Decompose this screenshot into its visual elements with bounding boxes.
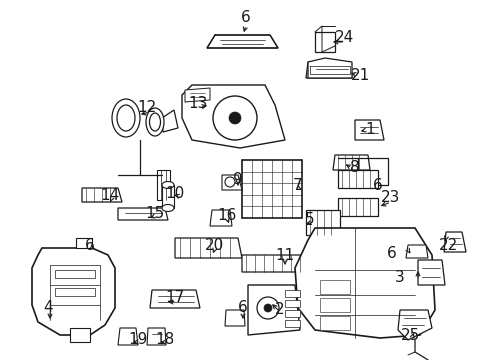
Polygon shape [70,328,90,342]
Text: 6: 6 [238,301,247,315]
Text: 14: 14 [100,188,120,202]
Ellipse shape [257,297,279,319]
Ellipse shape [117,105,135,131]
Polygon shape [242,160,302,218]
Text: 5: 5 [305,212,314,228]
Text: 4: 4 [43,301,53,315]
Text: 8: 8 [349,161,359,175]
Polygon shape [206,35,278,48]
Polygon shape [443,232,465,252]
Polygon shape [32,248,115,335]
Text: 12: 12 [137,100,156,116]
Text: 22: 22 [437,238,457,252]
Text: 25: 25 [400,328,419,342]
Polygon shape [162,110,178,132]
Text: 20: 20 [205,238,224,252]
Polygon shape [76,238,92,248]
Text: 11: 11 [275,248,294,262]
Polygon shape [314,32,334,52]
Text: 19: 19 [128,333,147,347]
Polygon shape [162,185,174,208]
Polygon shape [319,298,349,312]
Polygon shape [222,175,242,190]
Polygon shape [150,290,200,308]
Ellipse shape [228,112,241,124]
Text: 6: 6 [241,10,250,26]
Text: 18: 18 [155,333,174,347]
Polygon shape [285,320,299,327]
Polygon shape [307,58,351,78]
Text: 6: 6 [386,246,396,261]
Ellipse shape [162,204,174,211]
Ellipse shape [224,177,235,187]
Polygon shape [319,280,349,294]
Text: 16: 16 [217,207,236,222]
Polygon shape [147,328,165,345]
Text: 17: 17 [165,291,184,306]
Polygon shape [319,316,349,330]
Text: 15: 15 [145,206,164,220]
Polygon shape [175,238,242,258]
Polygon shape [337,198,377,216]
Polygon shape [354,120,383,140]
Polygon shape [242,255,313,272]
Text: 10: 10 [165,185,184,201]
Polygon shape [405,245,427,258]
Polygon shape [337,170,377,188]
Polygon shape [305,210,339,235]
Polygon shape [332,155,369,170]
Text: 24: 24 [335,31,354,45]
Polygon shape [82,188,122,202]
Polygon shape [157,170,170,200]
Text: 7: 7 [293,177,302,193]
Polygon shape [209,210,231,226]
Polygon shape [118,328,138,345]
Polygon shape [294,228,434,338]
Text: 6: 6 [85,238,95,252]
Ellipse shape [112,99,140,137]
Polygon shape [285,300,299,307]
Polygon shape [55,270,95,278]
Text: 23: 23 [381,190,400,206]
Polygon shape [55,288,95,296]
Polygon shape [285,290,299,297]
Text: 1: 1 [365,122,374,138]
Polygon shape [118,208,168,220]
Text: 21: 21 [351,68,370,82]
Polygon shape [182,85,285,148]
Polygon shape [305,62,351,78]
Ellipse shape [264,304,271,312]
Polygon shape [285,310,299,317]
Text: 9: 9 [233,172,243,188]
Polygon shape [224,310,244,326]
Text: 3: 3 [394,270,404,285]
Polygon shape [397,310,431,340]
Ellipse shape [162,181,174,189]
Ellipse shape [149,113,160,131]
Polygon shape [247,285,299,335]
Polygon shape [184,88,209,102]
Ellipse shape [146,108,163,136]
Text: 13: 13 [188,95,207,111]
Polygon shape [417,260,444,285]
Ellipse shape [213,96,257,140]
Text: 6: 6 [372,177,382,193]
Text: 2: 2 [275,302,284,318]
